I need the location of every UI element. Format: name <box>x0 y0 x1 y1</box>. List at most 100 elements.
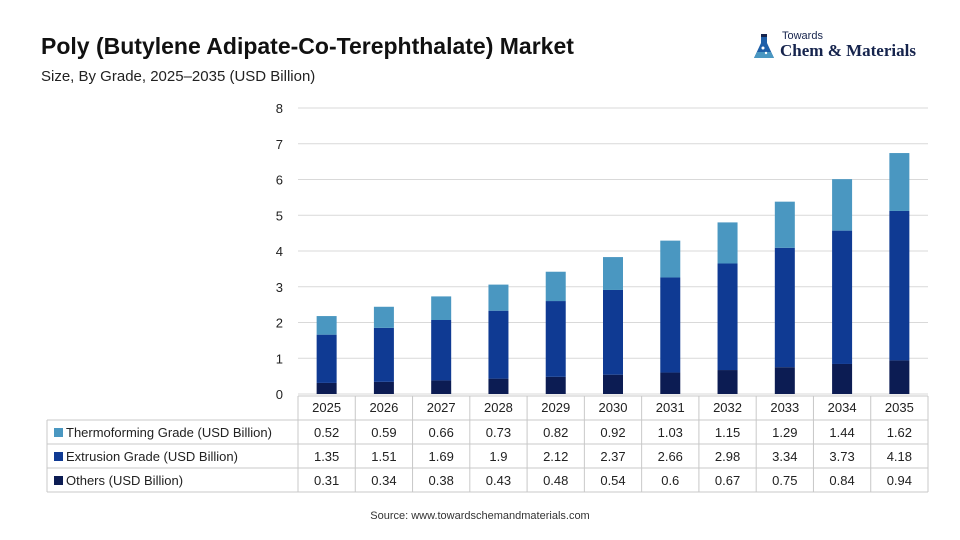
bar-segment-others <box>774 367 795 394</box>
bar-segment-extrusion <box>832 230 853 364</box>
x-tick-label: 2029 <box>541 400 570 415</box>
data-label: 2.37 <box>600 449 625 464</box>
legend-swatch <box>54 476 63 485</box>
data-label: 0.6 <box>661 473 679 488</box>
data-label: 4.18 <box>887 449 912 464</box>
data-label: 1.44 <box>829 425 854 440</box>
bar-segment-extrusion <box>373 327 394 382</box>
data-label: 3.34 <box>772 449 797 464</box>
bar-stacks <box>316 153 910 394</box>
data-label: 0.94 <box>887 473 912 488</box>
legend-label: Others (USD Billion) <box>66 473 183 488</box>
bar-segment-thermoforming <box>832 179 853 231</box>
data-label: 0.52 <box>314 425 339 440</box>
bar-segment-extrusion <box>545 301 566 377</box>
bar-segment-thermoforming <box>431 296 452 320</box>
bar-segment-thermoforming <box>316 316 337 335</box>
data-label: 1.9 <box>489 449 507 464</box>
y-tick-label: 2 <box>276 316 283 331</box>
bar-segment-extrusion <box>316 334 337 383</box>
bar-segment-others <box>488 378 509 394</box>
data-label: 1.35 <box>314 449 339 464</box>
x-tick-label: 2027 <box>427 400 456 415</box>
x-tick-label: 2033 <box>770 400 799 415</box>
brand-logo: Towards Chem & Materials <box>752 30 932 65</box>
y-tick-label: 8 <box>276 101 283 116</box>
logo-brand-text: Chem & Materials <box>780 41 916 60</box>
x-tick-label: 2035 <box>885 400 914 415</box>
data-label: 0.59 <box>371 425 396 440</box>
data-label: 0.31 <box>314 473 339 488</box>
data-label: 0.75 <box>772 473 797 488</box>
data-label: 0.54 <box>600 473 625 488</box>
bar-segment-others <box>832 363 853 394</box>
y-tick-label: 4 <box>276 244 283 259</box>
x-tick-label: 2026 <box>369 400 398 415</box>
source-note: Source: www.towardschemandmaterials.com <box>370 510 590 522</box>
x-tick-label: 2031 <box>656 400 685 415</box>
logo-small-text: Towards <box>782 30 823 42</box>
bar-segment-others <box>717 370 738 394</box>
data-label: 0.73 <box>486 425 511 440</box>
data-label: 1.03 <box>658 425 683 440</box>
bar-segment-thermoforming <box>889 153 910 211</box>
bar-segment-thermoforming <box>774 201 795 248</box>
data-label: 0.67 <box>715 473 740 488</box>
bar-segment-extrusion <box>660 277 681 373</box>
x-tick-label: 2030 <box>599 400 628 415</box>
bar-segment-thermoforming <box>660 240 681 278</box>
bar-segment-extrusion <box>774 247 795 368</box>
bar-segment-thermoforming <box>545 271 566 302</box>
bar-segment-extrusion <box>889 210 910 361</box>
data-label: 2.12 <box>543 449 568 464</box>
y-tick-label: 0 <box>276 387 283 402</box>
x-tick-label: 2028 <box>484 400 513 415</box>
data-label: 1.62 <box>887 425 912 440</box>
data-label: 2.98 <box>715 449 740 464</box>
bar-segment-others <box>431 380 452 394</box>
data-label: 1.15 <box>715 425 740 440</box>
legend-label: Extrusion Grade (USD Billion) <box>66 449 238 464</box>
bar-segment-others <box>373 381 394 394</box>
x-tick-label: 2034 <box>828 400 857 415</box>
x-tick-label: 2032 <box>713 400 742 415</box>
flask-icon <box>754 34 774 58</box>
data-label: 0.84 <box>829 473 854 488</box>
bar-segment-extrusion <box>717 263 738 371</box>
data-label: 3.73 <box>829 449 854 464</box>
data-label: 0.66 <box>429 425 454 440</box>
bar-segment-others <box>545 376 566 394</box>
y-tick-label: 5 <box>276 208 283 223</box>
x-tick-label: 2025 <box>312 400 341 415</box>
data-label: 2.66 <box>658 449 683 464</box>
bar-segment-thermoforming <box>373 306 394 328</box>
data-label: 0.82 <box>543 425 568 440</box>
bar-segment-extrusion <box>488 310 509 379</box>
bar-segment-others <box>889 360 910 394</box>
y-tick-label: 1 <box>276 351 283 366</box>
y-tick-label: 7 <box>276 137 283 152</box>
y-tick-label: 3 <box>276 280 283 295</box>
bar-segment-extrusion <box>431 319 452 381</box>
legend-swatch <box>54 452 63 461</box>
y-axis-ticks: 0 1 2 3 4 5 6 7 8 <box>276 101 283 402</box>
bar-segment-thermoforming <box>717 222 738 264</box>
chart-title: Poly (Butylene Adipate-Co-Terephthalate)… <box>41 33 574 59</box>
data-label: 0.92 <box>600 425 625 440</box>
data-label: 1.51 <box>371 449 396 464</box>
data-label: 1.69 <box>429 449 454 464</box>
y-tick-label: 6 <box>276 173 283 188</box>
bar-segment-others <box>660 372 681 394</box>
data-label: 0.48 <box>543 473 568 488</box>
data-label: 0.34 <box>371 473 396 488</box>
bar-segment-others <box>316 382 337 394</box>
bar-segment-thermoforming <box>603 257 623 290</box>
legend-label: Thermoforming Grade (USD Billion) <box>66 425 272 440</box>
data-label: 0.43 <box>486 473 511 488</box>
bar-segment-thermoforming <box>488 284 509 311</box>
bar-segment-others <box>603 374 623 394</box>
chart-subtitle: Size, By Grade, 2025–2035 (USD Billion) <box>41 68 316 85</box>
data-label: 1.29 <box>772 425 797 440</box>
data-label: 0.38 <box>429 473 454 488</box>
